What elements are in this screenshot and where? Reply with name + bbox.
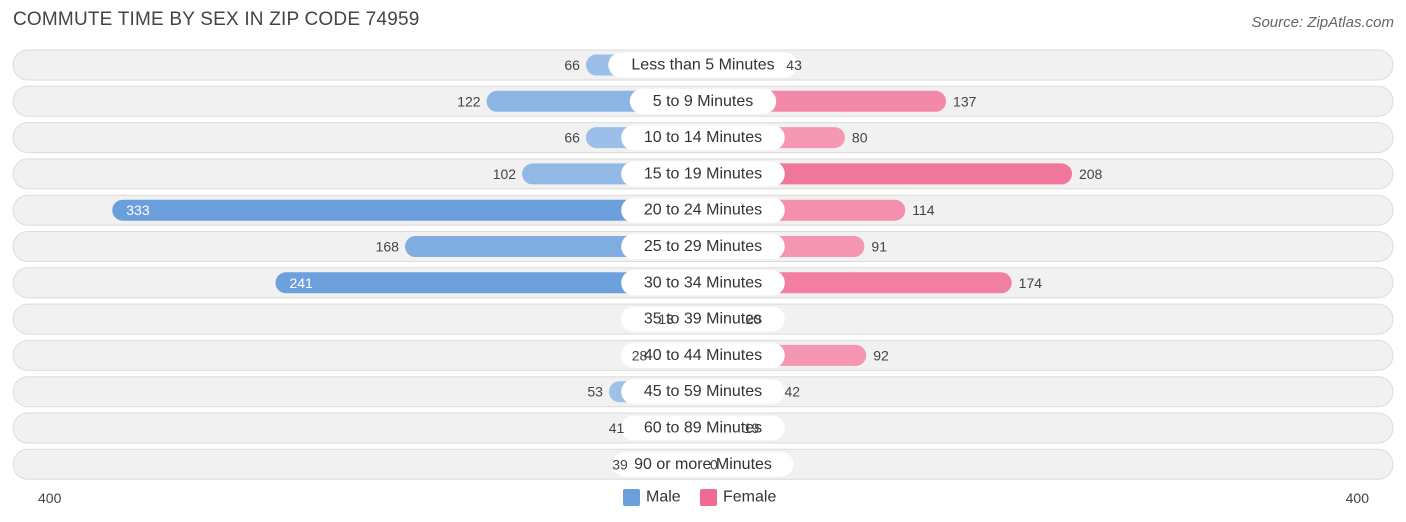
category-pill (621, 415, 785, 441)
female-value-label: 42 (785, 384, 801, 400)
male-value-label: 41 (609, 420, 625, 436)
female-value-label: 137 (953, 93, 977, 109)
chart-title: COMMUTE TIME BY SEX IN ZIP CODE 74959 (13, 9, 420, 30)
category-label: 10 to 14 Minutes (644, 129, 762, 146)
male-value-label: 39 (612, 456, 628, 472)
category-pill (621, 125, 785, 151)
legend-swatch-male (623, 489, 640, 506)
female-value-label: 20 (745, 311, 761, 327)
category-label: 5 to 9 Minutes (653, 93, 754, 110)
female-value-label: 80 (852, 130, 868, 146)
category-label: 45 to 59 Minutes (644, 383, 762, 400)
category-label: 15 to 19 Minutes (644, 165, 762, 182)
axis-label-left: 400 (38, 490, 62, 506)
male-value-label: 168 (376, 239, 400, 255)
category-pill (612, 451, 794, 477)
axis-label-right: 400 (1346, 490, 1370, 506)
category-pill (621, 161, 785, 187)
male-value-label: 66 (564, 130, 580, 146)
female-value-label: 0 (710, 456, 718, 472)
legend-swatch-female (700, 489, 717, 506)
male-value-label: 122 (457, 93, 481, 109)
category-label: Less than 5 Minutes (631, 57, 774, 74)
category-label: 60 to 89 Minutes (644, 420, 762, 437)
male-value-label: 102 (493, 166, 517, 182)
female-value-label: 43 (786, 57, 802, 73)
category-label: 30 to 34 Minutes (644, 274, 762, 291)
source-label: Source: ZipAtlas.com (1251, 14, 1394, 31)
category-pill (608, 52, 798, 78)
category-label: 25 to 29 Minutes (644, 238, 762, 255)
female-value-label: 114 (912, 202, 935, 218)
category-label: 90 or more Minutes (634, 456, 772, 473)
female-bar (703, 163, 1072, 185)
category-label: 20 to 24 Minutes (644, 202, 762, 219)
female-value-label: 208 (1079, 166, 1103, 182)
male-value-label: 28 (632, 347, 648, 363)
male-bar (112, 199, 704, 221)
female-value-label: 174 (1019, 275, 1043, 291)
category-label: 35 to 39 Minutes (644, 311, 762, 328)
male-value-label: 333 (126, 202, 150, 218)
category-pill (621, 197, 785, 223)
male-value-label: 66 (564, 57, 580, 73)
category-pill (621, 379, 785, 405)
male-bar (275, 272, 703, 294)
category-pill (621, 234, 785, 259)
male-value-label: 53 (587, 384, 603, 400)
legend-label-female: Female (723, 489, 776, 506)
female-value-label: 92 (873, 347, 889, 363)
male-value-label: 241 (289, 275, 313, 291)
male-value-label: 13 (658, 311, 674, 327)
female-value-label: 91 (871, 239, 887, 255)
category-pill (621, 342, 785, 368)
female-value-label: 19 (744, 420, 760, 436)
category-pill (621, 306, 785, 332)
category-pill (621, 270, 785, 296)
category-label: 40 to 44 Minutes (644, 347, 762, 364)
legend-label-male: Male (646, 489, 681, 506)
category-pill (629, 88, 777, 114)
